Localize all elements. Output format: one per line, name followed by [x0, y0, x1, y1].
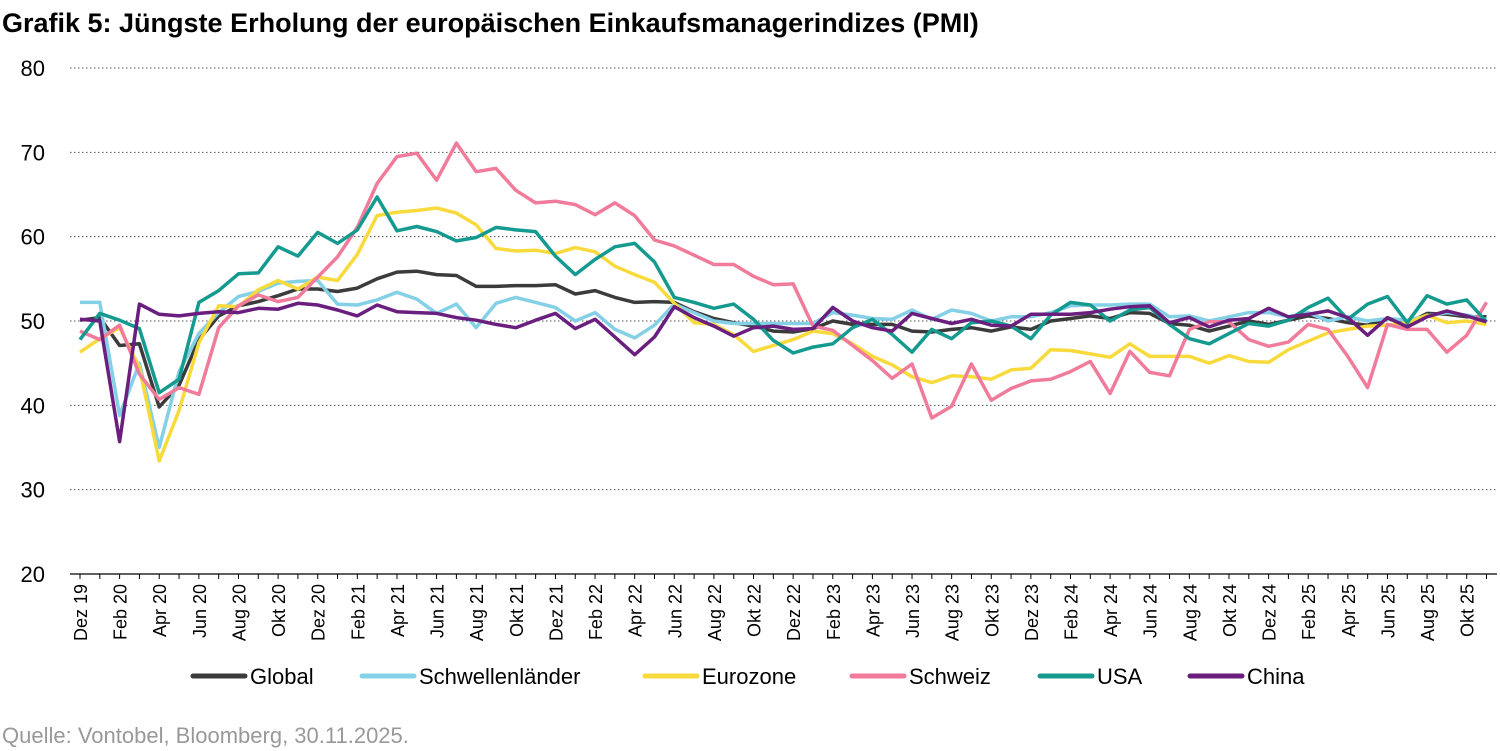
- y-tick-label: 80: [21, 56, 45, 81]
- x-tick-label: Feb 23: [824, 584, 844, 640]
- x-tick-label: Okt 21: [507, 584, 527, 637]
- legend-label: China: [1247, 664, 1305, 689]
- x-tick-label: Apr 23: [863, 584, 883, 637]
- x-tick-label: Dez 22: [784, 584, 804, 641]
- legend-label: Schweiz: [909, 664, 991, 689]
- series-line: [79, 206, 1487, 463]
- y-tick-label: 30: [21, 478, 45, 503]
- series-line: [79, 301, 1487, 444]
- x-tick-label: Dez 23: [1022, 584, 1042, 641]
- x-tick-label: Apr 22: [626, 584, 646, 637]
- x-tick-label: Jun 21: [428, 584, 448, 638]
- x-tick-label: Okt 20: [269, 584, 289, 637]
- legend-label: Global: [250, 664, 314, 689]
- x-tick-label: Okt 23: [982, 584, 1002, 637]
- x-tick-label: Jun 20: [190, 584, 210, 638]
- y-tick-label: 40: [21, 393, 45, 418]
- x-tick-label: Feb 22: [586, 584, 606, 640]
- x-tick-label: Jun 23: [903, 584, 923, 638]
- x-tick-label: Okt 24: [1220, 584, 1240, 637]
- y-tick-label: 60: [21, 225, 45, 250]
- y-tick-label: 50: [21, 309, 45, 334]
- x-tick-label: Aug 21: [467, 584, 487, 641]
- x-tick-label: Feb 25: [1299, 584, 1319, 640]
- x-tick-label: Dez 19: [71, 584, 91, 641]
- legend-label: Schwellenländer: [419, 664, 580, 689]
- y-tick-label: 70: [21, 140, 45, 165]
- x-tick-label: Aug 24: [1180, 584, 1200, 641]
- x-tick-label: Feb 24: [1062, 584, 1082, 640]
- x-tick-label: Dez 20: [309, 584, 329, 641]
- x-tick-label: Jun 24: [1141, 584, 1161, 638]
- x-tick-label: Dez 21: [546, 584, 566, 641]
- source-note: Quelle: Vontobel, Bloomberg, 30.11.2025.: [2, 723, 409, 748]
- x-tick-label: Feb 20: [111, 584, 131, 640]
- x-tick-label: Jun 22: [665, 584, 685, 638]
- x-tick-label: Aug 22: [705, 584, 725, 641]
- x-tick-label: Dez 24: [1260, 584, 1280, 641]
- x-tick-label: Aug 25: [1418, 584, 1438, 641]
- x-tick-label: Apr 24: [1101, 584, 1121, 637]
- legend-label: USA: [1097, 664, 1143, 689]
- x-tick-label: Apr 21: [388, 584, 408, 637]
- series-line: [79, 269, 1487, 409]
- chart-title: Grafik 5: Jüngste Erholung der europäisc…: [2, 8, 979, 38]
- y-tick-label: 20: [21, 562, 45, 587]
- x-tick-label: Aug 20: [229, 584, 249, 641]
- x-tick-label: Apr 25: [1339, 584, 1359, 637]
- x-tick-label: Jun 25: [1378, 584, 1398, 638]
- x-tick-label: Okt 25: [1458, 584, 1478, 637]
- legend-label: Eurozone: [702, 664, 796, 689]
- x-tick-label: Apr 20: [150, 584, 170, 637]
- x-tick-label: Okt 22: [745, 584, 765, 637]
- x-tick-label: Aug 23: [943, 584, 963, 641]
- series-line: [78, 195, 1488, 395]
- x-tick-label: Feb 21: [348, 584, 368, 640]
- series-line: [79, 141, 1488, 420]
